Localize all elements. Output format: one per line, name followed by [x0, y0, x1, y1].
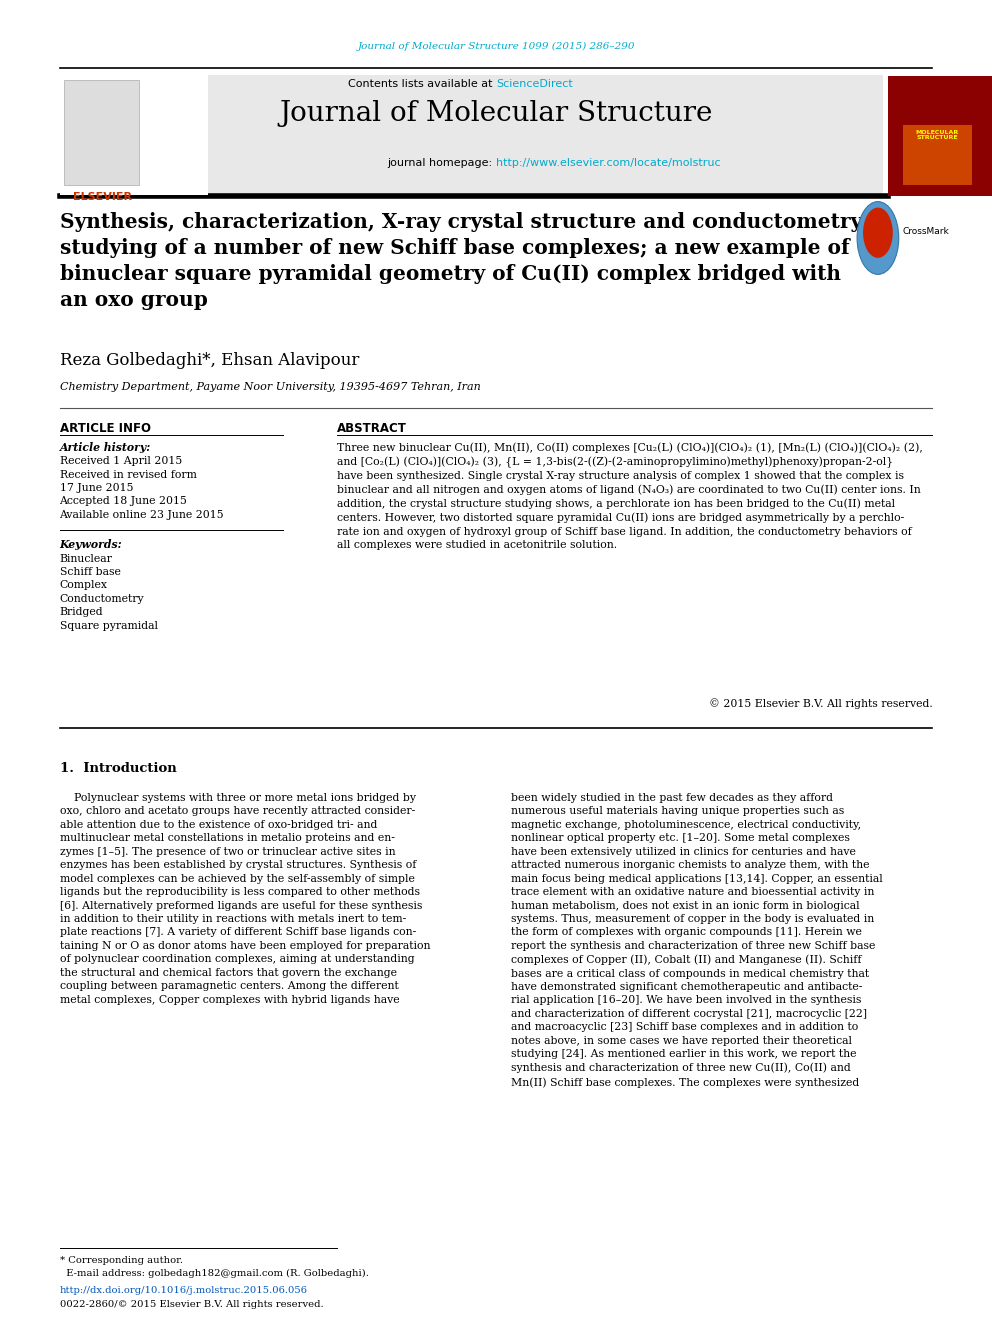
Text: Available online 23 June 2015: Available online 23 June 2015	[60, 509, 224, 520]
Bar	[60, 75, 883, 194]
Text: Polynuclear systems with three or more metal ions bridged by
oxo, chloro and ace: Polynuclear systems with three or more m…	[60, 792, 430, 1004]
Text: Complex: Complex	[60, 581, 107, 590]
Text: Reza Golbedaghi*, Ehsan Alavipour: Reza Golbedaghi*, Ehsan Alavipour	[60, 352, 359, 369]
Text: Article history:: Article history:	[60, 442, 151, 452]
Ellipse shape	[857, 201, 899, 274]
Text: ARTICLE INFO: ARTICLE INFO	[60, 422, 151, 435]
Text: 0022-2860/© 2015 Elsevier B.V. All rights reserved.: 0022-2860/© 2015 Elsevier B.V. All right…	[60, 1301, 323, 1308]
Text: ABSTRACT: ABSTRACT	[337, 422, 407, 435]
Text: Chemistry Department, Payame Noor University, 19395-4697 Tehran, Iran: Chemistry Department, Payame Noor Univer…	[60, 382, 480, 392]
Text: Binuclear: Binuclear	[60, 553, 112, 564]
Text: ELSEVIER: ELSEVIER	[72, 192, 132, 202]
Bar	[903, 124, 972, 185]
Text: Received in revised form: Received in revised form	[60, 470, 196, 479]
Ellipse shape	[863, 208, 893, 258]
Text: MOLECULAR
STRUCTURE: MOLECULAR STRUCTURE	[916, 130, 959, 140]
Text: been widely studied in the past few decades as they afford
numerous useful mater: been widely studied in the past few deca…	[511, 792, 883, 1088]
Text: Journal of Molecular Structure 1099 (2015) 286–290: Journal of Molecular Structure 1099 (201…	[357, 42, 635, 52]
Text: Keywords:: Keywords:	[60, 540, 122, 550]
Text: * Corresponding author.: * Corresponding author.	[60, 1256, 183, 1265]
Text: Journal of Molecular Structure: Journal of Molecular Structure	[280, 101, 712, 127]
Text: E-mail address: golbedagh182@gmail.com (R. Golbedaghi).: E-mail address: golbedagh182@gmail.com (…	[60, 1269, 368, 1278]
Text: Three new binuclear Cu(II), Mn(II), Co(II) complexes [Cu₂(L) (ClO₄)](ClO₄)₂ (1),: Three new binuclear Cu(II), Mn(II), Co(I…	[337, 442, 924, 550]
Text: Schiff base: Schiff base	[60, 568, 120, 577]
Text: http://www.elsevier.com/locate/molstruc: http://www.elsevier.com/locate/molstruc	[496, 157, 720, 168]
Text: Conductometry: Conductometry	[60, 594, 144, 605]
Text: CrossMark: CrossMark	[903, 226, 949, 235]
Text: 17 June 2015: 17 June 2015	[60, 483, 133, 493]
Text: Square pyramidal: Square pyramidal	[60, 620, 158, 631]
Text: 1.  Introduction: 1. Introduction	[60, 762, 177, 775]
Text: Synthesis, characterization, X-ray crystal structure and conductometry
studying : Synthesis, characterization, X-ray cryst…	[60, 212, 862, 310]
Text: Accepted 18 June 2015: Accepted 18 June 2015	[60, 496, 187, 507]
Text: Contents lists available at: Contents lists available at	[348, 79, 496, 89]
Text: journal homepage:: journal homepage:	[387, 157, 496, 168]
Bar	[60, 75, 208, 194]
Bar	[64, 79, 139, 185]
Text: http://dx.doi.org/10.1016/j.molstruc.2015.06.056: http://dx.doi.org/10.1016/j.molstruc.201…	[60, 1286, 308, 1295]
Text: © 2015 Elsevier B.V. All rights reserved.: © 2015 Elsevier B.V. All rights reserved…	[708, 699, 932, 709]
Text: ScienceDirect: ScienceDirect	[496, 79, 572, 89]
Text: Bridged: Bridged	[60, 607, 103, 618]
Text: Received 1 April 2015: Received 1 April 2015	[60, 456, 182, 466]
Bar	[888, 75, 992, 196]
